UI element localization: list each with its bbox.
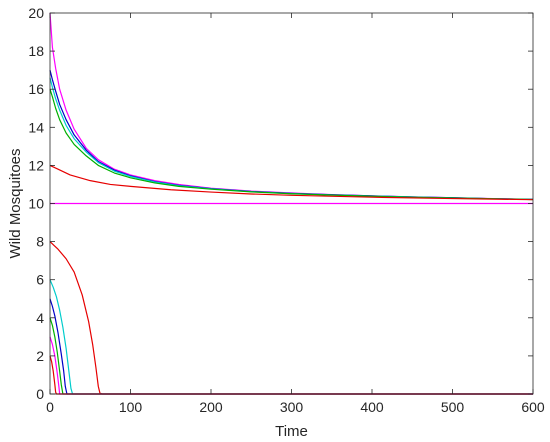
y-tick-label: 0: [36, 386, 44, 402]
series-line-7: [49, 241, 533, 395]
series-line-8: [49, 279, 533, 395]
y-axis-label: Wild Mosquitoes: [7, 148, 24, 258]
tick-layer: 0 100 200 300 400 500 600 0 2 4 6 8 10 12 14 16 18 20: [28, 5, 544, 415]
series-line-5: [49, 164, 534, 201]
series-line-4: [49, 89, 534, 201]
x-tick-label: 200: [199, 399, 223, 415]
x-tick-label: 100: [119, 399, 143, 415]
x-tick-label: 0: [46, 399, 54, 415]
y-tick-label: 20: [28, 5, 44, 21]
y-tick-label: 8: [36, 234, 44, 250]
x-tick-label: 300: [280, 399, 304, 415]
y-tick-label: 18: [28, 43, 44, 59]
series-line-10: [49, 317, 533, 395]
y-tick-label: 14: [28, 119, 44, 135]
x-tick-label: 500: [441, 399, 465, 415]
y-tick-label: 16: [28, 81, 44, 97]
y-tick-label: 10: [28, 196, 44, 212]
x-axis-label: Time: [275, 423, 308, 440]
y-tick-label: 6: [36, 272, 44, 288]
x-tick-label: 600: [521, 399, 545, 415]
x-tick-label: 400: [360, 399, 384, 415]
y-tick-label: 2: [36, 348, 44, 364]
y-tick-label: 12: [28, 157, 44, 173]
y-tick-label: 4: [36, 310, 44, 326]
series-line-9: [49, 298, 533, 395]
